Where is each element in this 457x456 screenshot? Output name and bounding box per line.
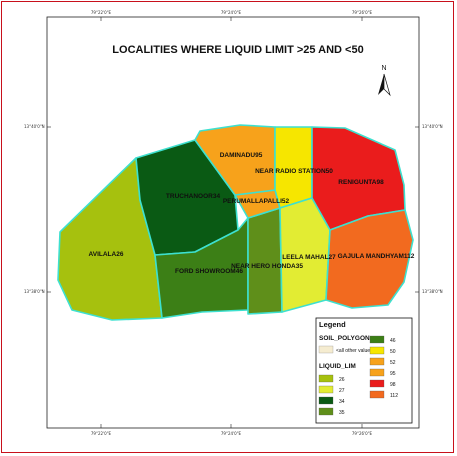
legend-value: 46: [390, 338, 396, 344]
region-label: DAMINADU95: [220, 152, 263, 159]
legend-field-name: LIQUID_LIM: [319, 363, 356, 370]
map-neatline: [46, 16, 420, 429]
left-graticule: 13°40'0"N 13°38'0"N: [24, 124, 51, 294]
bottom-tick-label: 79°22'0"E: [91, 431, 112, 436]
bottom-tick-label: 79°24'0"E: [221, 431, 242, 436]
legend-value: 50: [390, 349, 396, 355]
region-gajula-mandhyam[interactable]: [325, 209, 414, 309]
legend-swatch: [318, 385, 334, 394]
legend-value: 35: [339, 410, 345, 416]
legend-swatch: [369, 390, 385, 399]
region-label: FORD SHOWROOM46: [175, 268, 243, 275]
legend-swatch: [369, 335, 385, 344]
legend-swatch: [369, 379, 385, 388]
top-tick-label: 79°26'0"E: [352, 10, 373, 15]
legend-swatch: [318, 374, 334, 383]
region-label: GAJULA MANDHYAM112: [338, 253, 415, 260]
legend-value: 26: [339, 377, 345, 383]
legend-value: 112: [390, 393, 398, 399]
legend-swatch-other: [318, 345, 334, 354]
region-label: PERUMALLAPALLI52: [223, 198, 290, 205]
region-label: AVILALA26: [89, 251, 124, 258]
legend-value: 95: [390, 371, 396, 377]
legend-value: 34: [339, 399, 345, 405]
legend-swatch: [369, 357, 385, 366]
right-tick-label: 13°38'0"N: [422, 289, 443, 294]
top-tick-label: 79°24'0"E: [221, 10, 242, 15]
region-near-hero-honda[interactable]: [247, 207, 283, 315]
legend-value: 52: [390, 360, 396, 366]
legend-swatch: [369, 346, 385, 355]
region-labels: AVILALA26 TRUCHANOOR34 FORD SHOWROOM46 N…: [89, 152, 415, 275]
right-graticule: 13°40'0"N 13°38'0"N: [415, 124, 443, 294]
legend-value: 98: [390, 382, 396, 388]
legend: Legend SOIL_POLYGON <all other values> L…: [315, 317, 413, 424]
region-label: TRUCHANOOR34: [166, 193, 221, 200]
left-tick-label: 13°38'0"N: [24, 289, 45, 294]
legend-layer-name: SOIL_POLYGON: [319, 335, 370, 342]
legend-title: Legend: [319, 320, 346, 329]
right-tick-label: 13°40'0"N: [422, 124, 443, 129]
top-tick-label: 79°22'0"E: [91, 10, 112, 15]
legend-items: 26 27 34 35 46 50 52 95 98 112: [318, 335, 398, 416]
bottom-graticule: 79°22'0"E 79°24'0"E 79°26'0"E: [91, 424, 373, 436]
legend-value: 27: [339, 388, 345, 394]
legend-other-label: <all other values>: [336, 348, 376, 354]
legend-swatch: [318, 396, 334, 405]
map-title: LOCALITIES WHERE LIQUID LIMIT >25 AND <5…: [112, 44, 363, 56]
north-label: N: [381, 65, 386, 72]
legend-swatch: [369, 368, 385, 377]
north-arrow-icon: N: [378, 65, 391, 97]
region-label: RENIGUNTA98: [338, 179, 384, 186]
top-graticule: 79°22'0"E 79°24'0"E 79°26'0"E: [91, 10, 373, 21]
region-label: NEAR HERO HONDA35: [231, 263, 303, 270]
left-tick-label: 13°40'0"N: [24, 124, 45, 129]
bottom-tick-label: 79°26'0"E: [352, 431, 373, 436]
legend-box: [315, 317, 413, 424]
soil-polygons: [57, 124, 414, 321]
legend-swatch: [318, 407, 334, 416]
region-label: LEELA MAHAL27: [282, 254, 336, 261]
region-label: NEAR RADIO STATION50: [255, 168, 333, 175]
